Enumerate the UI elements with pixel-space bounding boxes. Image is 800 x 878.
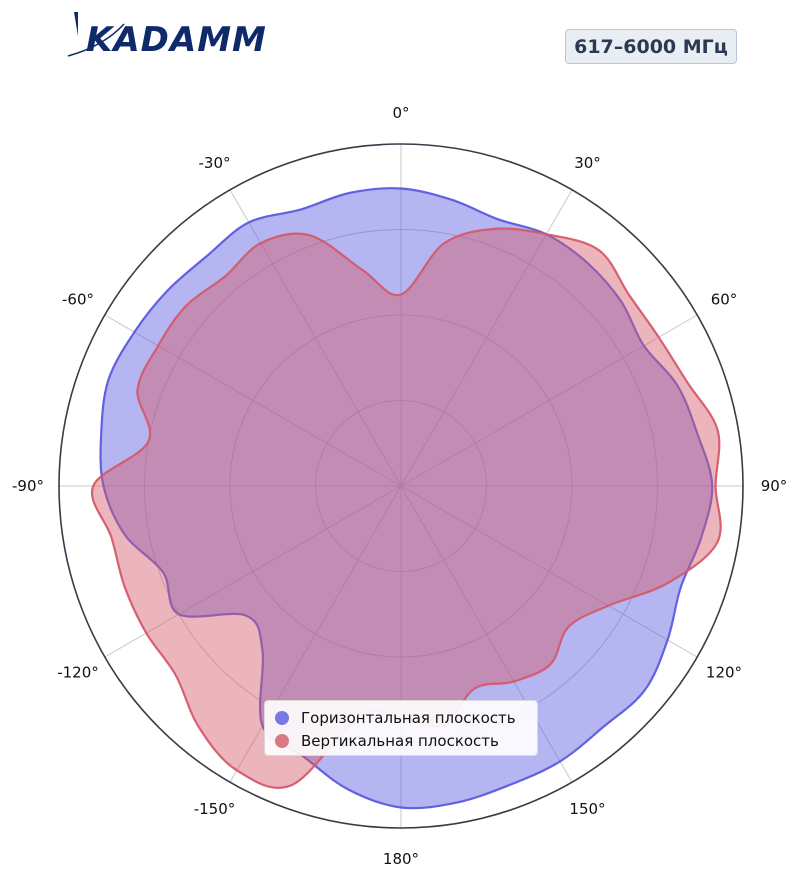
legend-item-horizontal: Горизонтальная плоскость [275, 706, 527, 729]
theta-tick-minus150: -150° [194, 800, 236, 818]
legend-label-vertical: Вертикальная плоскость [301, 731, 499, 750]
theta-tick-180: 180° [383, 850, 419, 868]
grid-spoke-60 [400, 314, 698, 487]
kadamm-logo [67, 12, 125, 57]
theta-tick-120: 120° [706, 664, 742, 682]
legend-swatch-vertical [275, 733, 289, 748]
theta-tick-minus120: -120° [57, 664, 99, 682]
grid-spoke-150 [400, 485, 573, 783]
theta-tick-minus30: -30° [199, 154, 231, 172]
grid-spoke-120 [400, 485, 698, 658]
theta-tick-minus60: -60° [62, 291, 94, 309]
grid-spoke-300 [104, 314, 402, 487]
chart-legend: Горизонтальная плоскость Вертикальная пл… [264, 700, 538, 756]
outer-ring [58, 143, 744, 829]
legend-swatch-horizontal [275, 710, 289, 725]
grid-spoke-210 [229, 485, 402, 783]
theta-tick-150: 150° [569, 800, 605, 818]
frequency-range-badge: 617–6000 МГц [565, 29, 737, 64]
grid-spoke-330 [229, 189, 402, 487]
logo-swoosh [67, 23, 125, 57]
frame-layer [58, 143, 744, 829]
series-area-horizontal [99, 187, 714, 810]
series-layer [90, 187, 722, 810]
theta-tick-labels: 0° 30° 60° 90° 120° 150° 180° -150° -120° -90° -60… [12, 104, 787, 868]
theta-tick-90: 90° [761, 477, 788, 495]
theta-tick-0: 0° [392, 104, 409, 122]
legend-item-vertical: Вертикальная плоскость [275, 729, 527, 752]
polar-grid [59, 144, 743, 828]
theta-tick-30: 30° [574, 154, 601, 172]
logo-text: KADAMM [86, 20, 267, 60]
theta-tick-60: 60° [711, 291, 738, 309]
grid-spoke-30 [400, 189, 573, 487]
logo-feather-mark [74, 12, 78, 36]
legend-label-horizontal: Горизонтальная плоскость [301, 708, 516, 727]
theta-tick-minus90: -90° [12, 477, 44, 495]
grid-spoke-240 [104, 485, 402, 658]
